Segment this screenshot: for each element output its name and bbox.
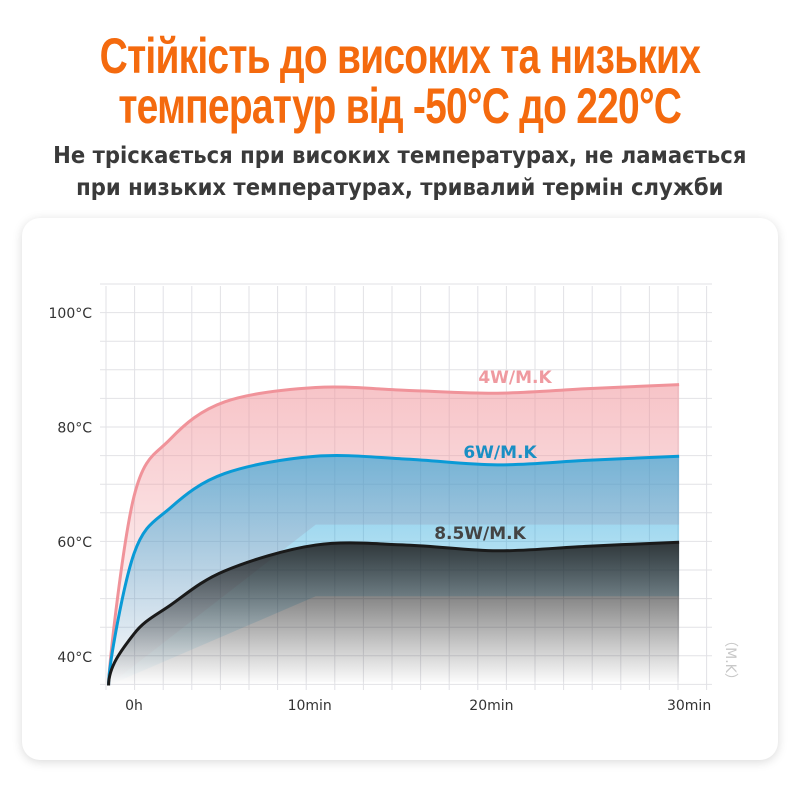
series-line bbox=[107, 453, 680, 686]
series-area bbox=[108, 384, 680, 686]
headline-line-2: температур від -50°C до 220°C bbox=[118, 78, 683, 134]
series-line bbox=[107, 540, 680, 686]
subtitle-line-2: при низьких температурах, тривалий термі… bbox=[76, 175, 724, 201]
series-label: 6W/M.K bbox=[463, 443, 537, 463]
headline-line-1: Стійкість до високих та низьких bbox=[99, 28, 701, 84]
series-label: 8.5W/M.K bbox=[434, 524, 526, 544]
x-tick-label: 20min bbox=[469, 698, 513, 714]
series-area bbox=[108, 542, 680, 686]
lines bbox=[107, 383, 680, 686]
y-tick-label: 40°C bbox=[57, 650, 92, 666]
areas bbox=[108, 384, 680, 686]
y-tick-label: 60°C bbox=[57, 535, 92, 551]
y-tick-label: 80°C bbox=[57, 421, 92, 437]
labels: 100°C 80°C 60°C 40°C 0h 10min 20min 30min （M.K） 4… bbox=[49, 306, 739, 714]
series-line bbox=[107, 383, 680, 686]
y-tick-label: 100°C bbox=[49, 306, 93, 322]
x-tick-label: 30min bbox=[667, 698, 711, 714]
subtitle-line-1: Не тріскається при високих температурах,… bbox=[53, 143, 747, 169]
unit-side-label: （M.K） bbox=[722, 633, 738, 687]
x-tick-label: 0h bbox=[125, 698, 143, 714]
series-label: 4W/M.K bbox=[478, 368, 552, 388]
x-tick-label: 10min bbox=[288, 698, 332, 714]
